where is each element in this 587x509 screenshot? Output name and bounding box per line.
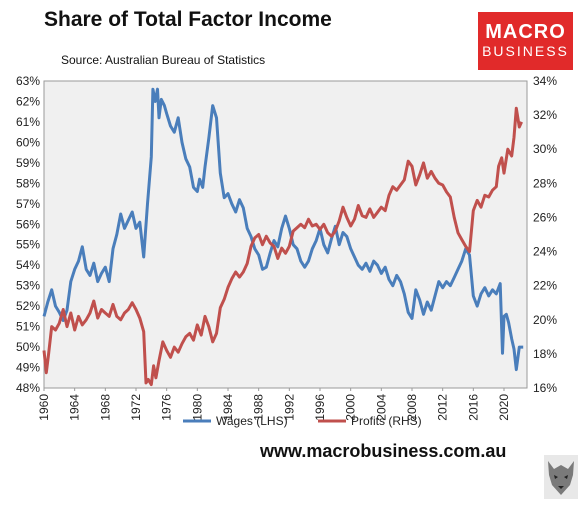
x-axis-tick-label: 1960 xyxy=(37,394,51,421)
x-axis-tick-label: 2020 xyxy=(497,394,511,421)
plot-area xyxy=(43,80,528,389)
x-axis-tick-label: 1968 xyxy=(98,394,112,421)
x-axis-tick-label: 1980 xyxy=(190,394,204,421)
right-axis-tick-label: 16% xyxy=(533,381,557,395)
brand-logo: MACRO BUSINESS xyxy=(478,12,573,70)
right-axis-tick-label: 20% xyxy=(533,313,557,327)
x-axis-tick-label: 2000 xyxy=(344,394,358,421)
left-axis-tick-label: 59% xyxy=(16,156,40,170)
right-axis-tick-label: 26% xyxy=(533,210,557,224)
left-axis-tick-label: 60% xyxy=(16,135,40,149)
left-axis-tick-label: 55% xyxy=(16,238,40,252)
right-axis-tick-label: 30% xyxy=(533,142,557,156)
x-axis-tick-label: 2012 xyxy=(436,394,450,421)
left-axis-tick-label: 61% xyxy=(16,115,40,129)
legend-label-profits: Profits (RHS) xyxy=(351,414,422,428)
left-axis-tick-label: 53% xyxy=(16,279,40,293)
x-axis-tick-label: 2004 xyxy=(374,394,388,421)
left-axis-tick-label: 51% xyxy=(16,320,40,334)
right-axis-tick-label: 28% xyxy=(533,176,557,190)
right-axis-tick-label: 32% xyxy=(533,108,557,122)
legend-label-wages: Wages (LHS) xyxy=(216,414,288,428)
x-axis-tick-label: 1964 xyxy=(68,394,82,421)
right-axis-tick-label: 24% xyxy=(533,245,557,259)
chart-source: Source: Australian Bureau of Statistics xyxy=(61,53,266,67)
left-axis-tick-label: 48% xyxy=(16,381,40,395)
website-url: www.macrobusiness.com.au xyxy=(260,441,507,461)
x-axis-tick-label: 1988 xyxy=(252,394,266,421)
x-axis-tick-label: 1976 xyxy=(160,394,174,421)
left-axis-tick-label: 54% xyxy=(16,258,40,272)
logo-line2: BUSINESS xyxy=(482,43,569,59)
left-axis-tick-label: 57% xyxy=(16,197,40,211)
series-line-profits xyxy=(42,106,523,387)
x-axis-tick-label: 1972 xyxy=(129,394,143,421)
x-axis-tick-label: 2008 xyxy=(405,394,419,421)
left-axis-tick-label: 49% xyxy=(16,361,40,375)
left-axis-tick-label: 58% xyxy=(16,176,40,190)
x-axis-tick-label: 1992 xyxy=(282,394,296,421)
logo-line1: MACRO xyxy=(485,21,566,43)
right-axis-tick-label: 18% xyxy=(533,347,557,361)
right-axis-tick-label: 34% xyxy=(533,74,557,88)
x-axis-tick-label: 1984 xyxy=(221,394,235,421)
left-axis-tick-label: 62% xyxy=(16,94,40,108)
wolf-logo-icon xyxy=(544,455,578,499)
left-axis-tick-label: 50% xyxy=(16,340,40,354)
left-axis-tick-label: 52% xyxy=(16,299,40,313)
x-axis-tick-label: 1996 xyxy=(313,394,327,421)
right-axis-tick-label: 22% xyxy=(533,279,557,293)
left-axis-tick-label: 63% xyxy=(16,74,40,88)
x-axis-tick-label: 2016 xyxy=(466,394,480,421)
left-axis-tick-label: 56% xyxy=(16,217,40,231)
chart-title: Share of Total Factor Income xyxy=(44,8,332,31)
series-line-wages xyxy=(42,87,524,372)
